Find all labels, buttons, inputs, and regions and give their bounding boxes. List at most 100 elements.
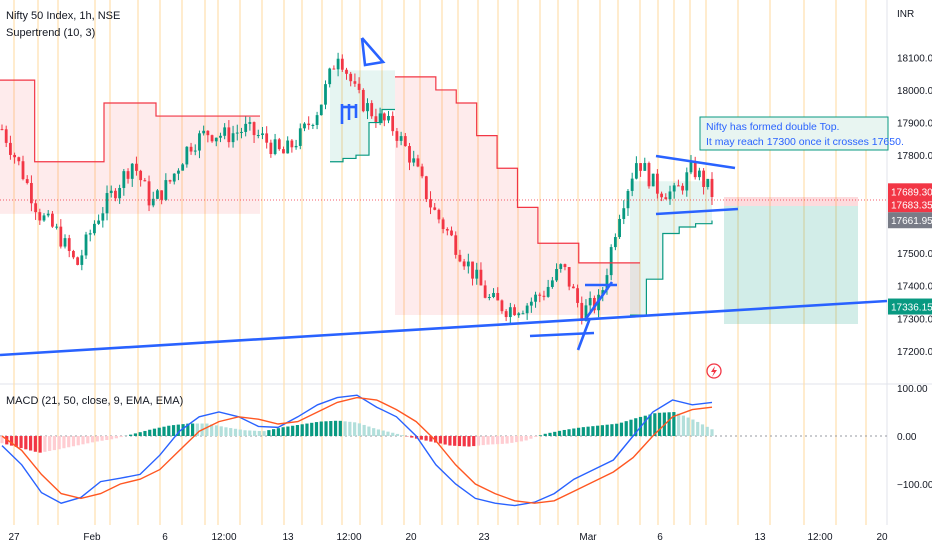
candle-body (571, 286, 575, 289)
macd-histogram-bar (224, 427, 228, 436)
candle-body (647, 163, 651, 187)
macd-histogram-bar (319, 421, 323, 436)
stop-zone (724, 197, 858, 206)
time-tick-label: 23 (478, 532, 490, 543)
candle-body (0, 129, 4, 131)
candle-body (374, 116, 378, 123)
macd-histogram-bar (410, 436, 414, 438)
candle-body (80, 255, 84, 265)
macd-histogram-bar (272, 429, 276, 436)
candle-body (193, 150, 197, 152)
neckline[interactable] (655, 207, 739, 216)
time-axis[interactable]: 27 Feb 6 12:00 13 12:00 20 23 Mar 6 13 12:00 20 (8, 532, 888, 543)
candle-body (223, 127, 227, 136)
candle-body (256, 135, 260, 137)
candle-body (458, 254, 462, 262)
macd-axis[interactable]: 100.00 0.00 −100.00 (897, 384, 932, 491)
macd-histogram-bar (176, 424, 180, 436)
macd-histogram-bar (519, 436, 523, 442)
candle-body (114, 190, 117, 199)
candle-body (563, 264, 567, 268)
macd-histogram-bar (171, 425, 176, 436)
candle-body (298, 128, 302, 146)
macd-legend[interactable]: MACD (21, 50, close, 9, EMA, EMA) (6, 395, 183, 407)
macd-histogram-bar (357, 423, 361, 436)
price-tick-label: 18100.00 (897, 53, 932, 64)
price-tick-label: 18000.00 (897, 86, 932, 97)
macd-histogram-bar (457, 436, 462, 447)
candle-body (433, 207, 437, 210)
candle-body (76, 257, 80, 265)
candle-body (702, 170, 705, 187)
candle-body (660, 193, 663, 198)
trendlines[interactable] (0, 37, 888, 357)
candle-body (416, 158, 420, 167)
candle-body (618, 218, 621, 238)
macd-histogram-bar (229, 428, 233, 436)
candle-body (51, 213, 54, 227)
candle-body (135, 163, 138, 171)
macd-series-line (1, 394, 713, 507)
macd-histogram-bar (9, 436, 14, 446)
price-badge: 17336.15 (888, 298, 932, 315)
candle-body (303, 123, 306, 129)
macd-histogram-bar (677, 413, 681, 436)
candle-body (609, 247, 613, 276)
candle-body (168, 180, 172, 182)
time-tick-label: 13 (754, 532, 766, 543)
macd-histogram-bar (191, 423, 195, 436)
symbol-title[interactable]: Nifty 50 Index, 1h, NSE (6, 10, 120, 22)
candle-body (244, 123, 248, 132)
time-tick-label: 12:00 (336, 532, 361, 543)
macd-histogram-bar (472, 436, 476, 447)
macd-histogram-bar (109, 436, 114, 440)
candle-body (462, 261, 466, 267)
price-badge: 17661.95 (888, 212, 932, 229)
candle-body (101, 213, 105, 221)
candle-body (202, 130, 206, 134)
candle-body (4, 129, 8, 143)
price-badge-label: 17661.95 (891, 216, 932, 227)
support-trendline[interactable] (0, 299, 888, 357)
triangle-pattern-1[interactable] (360, 37, 386, 67)
macd-histogram-bar (367, 426, 371, 436)
macd-tick-label: 0.00 (897, 432, 917, 443)
macd-histogram-bar (186, 423, 190, 436)
macd-histogram-bar (510, 436, 514, 443)
candle-body (273, 139, 277, 155)
macd-histogram-bar (333, 420, 338, 436)
double-top-upper-line[interactable] (655, 154, 736, 170)
supertrend-legend[interactable]: Supertrend (10, 3) (6, 27, 95, 39)
macd-histogram-bar (596, 425, 600, 436)
price-badge-label: 17689.30 (891, 187, 932, 198)
macd-histogram-bar (376, 429, 381, 436)
annotation-box[interactable] (699, 116, 889, 151)
candle-body (366, 103, 369, 112)
consolidation-break[interactable] (583, 281, 614, 321)
macd-histogram-bar (28, 436, 33, 451)
consolidation-spike[interactable] (576, 317, 592, 351)
candle-body (315, 115, 319, 125)
macd-histogram-bar (424, 436, 428, 441)
candle-body (391, 115, 395, 132)
candle-body (517, 313, 521, 316)
candle-body (97, 220, 101, 224)
macd-histogram-bar (443, 436, 447, 445)
candle-body (9, 142, 12, 155)
macd-histogram-bar (372, 428, 376, 436)
candle-body (664, 197, 668, 200)
candle-body (513, 307, 516, 316)
candle-body (143, 180, 147, 182)
macd-histogram-bar (291, 425, 295, 436)
candle-body (214, 137, 218, 142)
macd-histogram-bar (100, 436, 104, 441)
candle-body (13, 154, 17, 158)
macd-histogram-bar (324, 421, 328, 436)
macd-histogram-bar (667, 412, 671, 436)
candle-body (25, 179, 29, 184)
macd-histogram-bar (576, 427, 581, 436)
lightning-bolt-glyph (711, 366, 717, 377)
macd-histogram-bar (476, 436, 481, 446)
macd-histogram-bar (33, 436, 37, 452)
